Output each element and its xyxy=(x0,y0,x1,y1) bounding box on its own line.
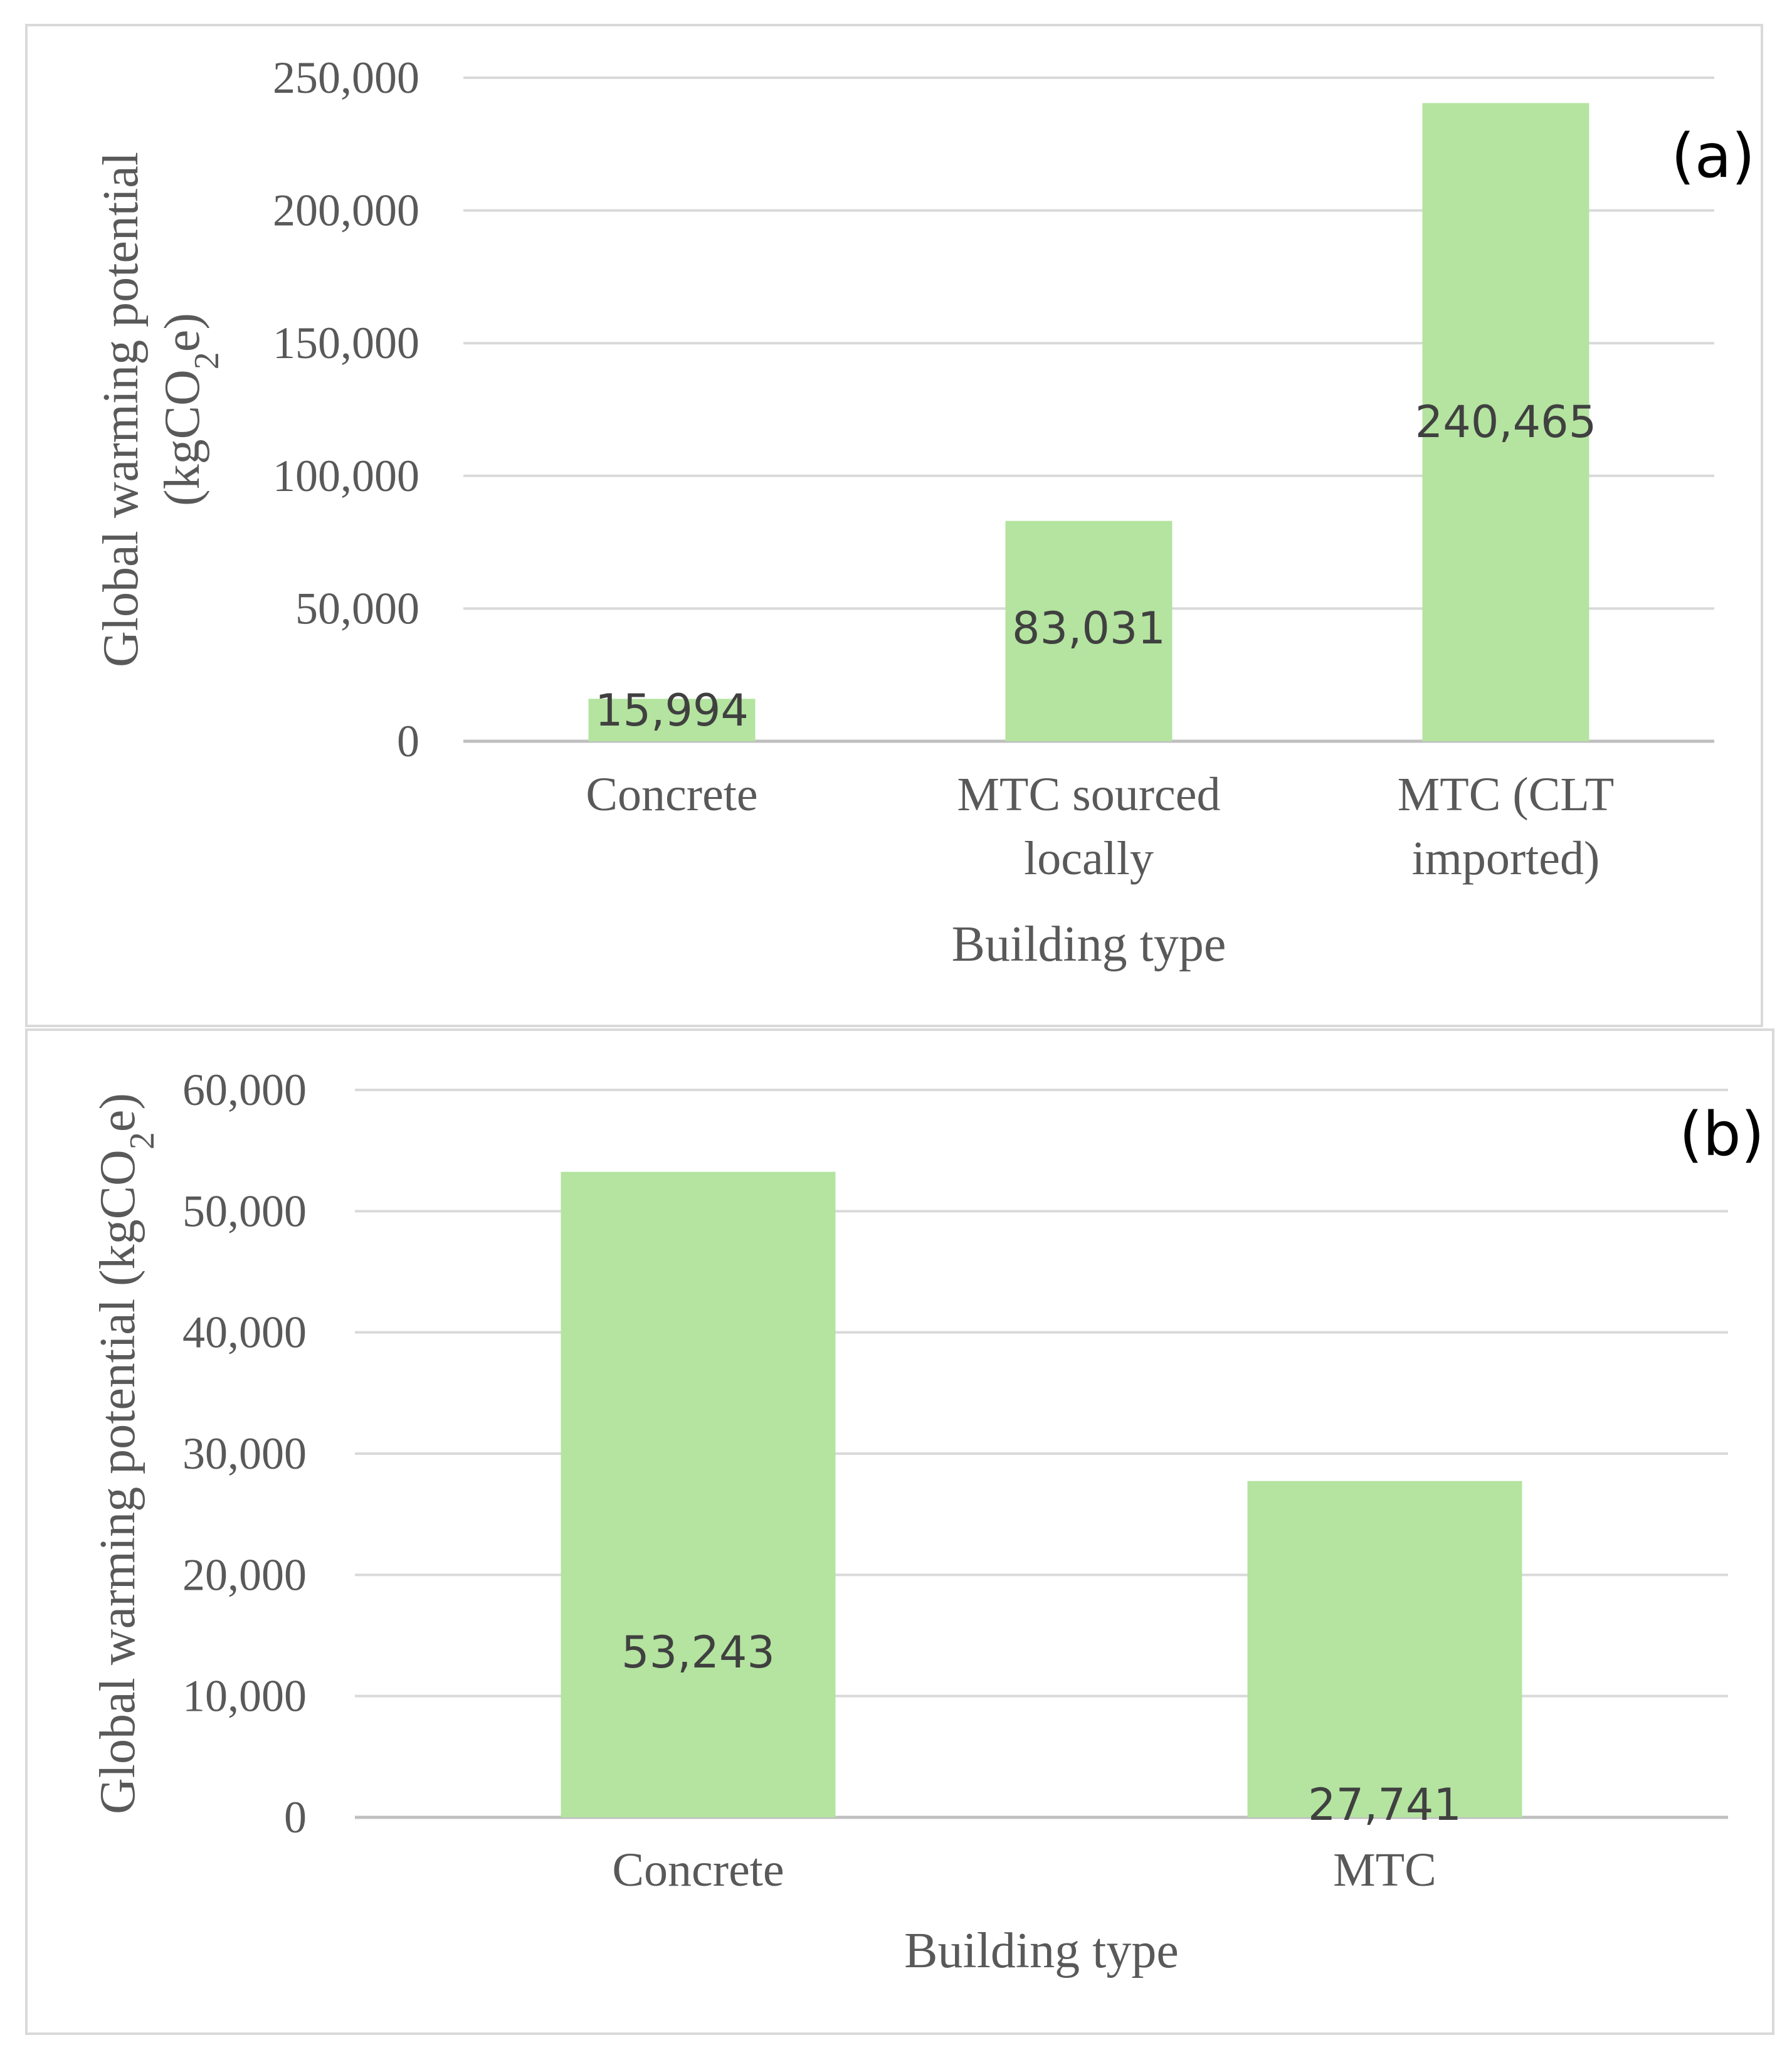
chart-a-svg: 0 50,000 100,000 150,000 200,000 250,000 15,99… xyxy=(93,53,1755,972)
y-tick-label: 50,000 xyxy=(295,583,419,633)
panel-label: (a) xyxy=(1671,121,1755,191)
y-tick-label: 40,000 xyxy=(182,1308,307,1358)
bar xyxy=(588,699,756,741)
y-tick-label: 20,000 xyxy=(182,1550,307,1600)
bar-value-label: 83,031 xyxy=(1012,603,1166,654)
chart-panel-a: 0 50,000 100,000 150,000 200,000 250,000 15,99… xyxy=(25,24,1763,1027)
y-tick-label: 0 xyxy=(284,1792,307,1842)
y-axis-title: Global warming potential (kgCO2e) xyxy=(90,1093,162,1814)
bar xyxy=(561,1171,836,1817)
x-tick-label: Concrete xyxy=(612,1844,784,1896)
y-tick-label: 50,000 xyxy=(182,1186,307,1236)
x-tick-label: imported) xyxy=(1412,832,1600,885)
bar xyxy=(1247,1481,1522,1817)
bar-value-label: 27,741 xyxy=(1308,1779,1462,1831)
x-axis-title: Building type xyxy=(904,1923,1179,1979)
x-tick-label: MTC (CLT xyxy=(1398,768,1615,821)
y-tick-label: 200,000 xyxy=(273,186,419,236)
x-axis-title: Building type xyxy=(952,917,1226,972)
y-tick-label: 30,000 xyxy=(182,1429,307,1479)
y-tick-label: 150,000 xyxy=(273,318,419,368)
y-tick-label: 0 xyxy=(397,716,419,766)
y-axis-title-line: (kgCO2e) xyxy=(155,313,226,506)
bar xyxy=(1422,103,1589,741)
x-tick-label: MTC xyxy=(1333,1844,1436,1896)
panel-label: (b) xyxy=(1679,1099,1764,1170)
y-tick-label: 250,000 xyxy=(273,53,419,103)
x-tick-label: locally xyxy=(1024,832,1154,885)
chart-b-svg: 0 10,000 20,000 30,000 40,000 50,000 60,000 53,… xyxy=(90,1065,1764,1979)
bar xyxy=(1005,520,1173,741)
x-tick-label: MTC sourced xyxy=(957,768,1220,821)
chart-panel-b: 0 10,000 20,000 30,000 40,000 50,000 60,000 53,… xyxy=(25,1028,1774,2035)
y-axis-title: Global warming potential (kgCO2e) xyxy=(93,152,226,667)
y-tick-label: 10,000 xyxy=(182,1671,307,1721)
y-axis-title-line: Global warming potential xyxy=(93,152,149,667)
y-axis-title-line: Global warming potential (kgCO2e) xyxy=(90,1093,162,1814)
x-tick-label: Concrete xyxy=(586,768,757,821)
bar-value-label: 53,243 xyxy=(621,1627,775,1678)
y-tick-label: 60,000 xyxy=(182,1065,307,1115)
bar-value-label: 240,465 xyxy=(1415,396,1596,448)
y-tick-label: 100,000 xyxy=(273,451,419,501)
bar-value-label: 15,994 xyxy=(595,685,749,736)
